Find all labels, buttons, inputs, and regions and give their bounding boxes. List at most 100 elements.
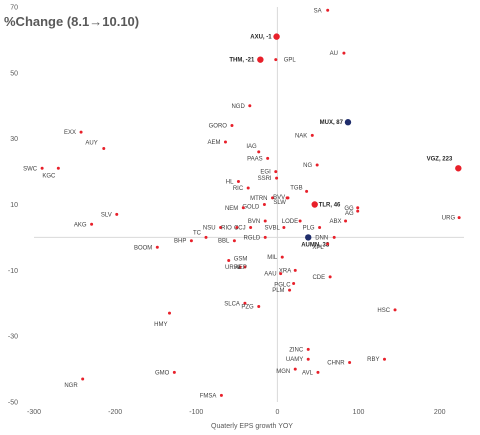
data-point [56, 166, 60, 170]
data-point [266, 156, 270, 160]
point-label: AXU, -1 [250, 35, 272, 41]
x-tick-label: -200 [108, 409, 122, 416]
point-label: TLR, 46 [319, 203, 341, 209]
point-label: MIL [267, 255, 278, 261]
data-point [243, 265, 247, 269]
data-point [332, 235, 336, 239]
point-label: FMSA [200, 393, 217, 399]
point-label: AUY [85, 141, 97, 147]
x-tick-label: 200 [434, 409, 446, 416]
data-point [318, 226, 322, 230]
data-point [311, 201, 318, 208]
point-label: SVBL [265, 226, 281, 232]
data-point [342, 51, 346, 55]
data-point [348, 361, 352, 364]
x-tick-label: 0 [275, 409, 279, 416]
data-points: SA AXU, -1 THM, -21 GPL AU NGD MUX, 87 GORO NAK E… [23, 8, 462, 399]
point-label: RGLD [244, 235, 261, 241]
point-label: RIC [233, 186, 244, 192]
data-point [286, 196, 290, 200]
data-point [262, 203, 266, 206]
data-point [271, 196, 275, 200]
point-label: AU [330, 51, 338, 57]
y-tick-label: -50 [8, 400, 18, 407]
point-label: NAK [295, 133, 307, 139]
point-label: URRE [225, 265, 242, 271]
point-label: ABX [330, 219, 342, 225]
point-label: SLW [273, 200, 286, 206]
point-label: NEM [225, 206, 238, 212]
point-label: ZINC [289, 347, 304, 353]
data-point [356, 206, 360, 210]
data-point [305, 234, 312, 241]
point-label: BBL [218, 239, 230, 245]
data-point [280, 255, 284, 259]
data-point [155, 245, 159, 249]
data-point [393, 308, 397, 312]
data-point [326, 8, 330, 12]
axis-ticks: 70 50 30 10 -10 -30 -50 -300 -200 -100 0 100 200 [8, 5, 446, 417]
point-label: GPL [284, 58, 297, 64]
point-label: CDE [312, 275, 325, 281]
point-label: XRA [279, 268, 291, 274]
data-point [257, 56, 264, 63]
point-label: PZG [241, 305, 254, 311]
data-point [102, 147, 106, 151]
x-tick-label: -100 [189, 409, 203, 416]
point-label: NSU [203, 226, 216, 232]
data-point [241, 206, 245, 210]
data-point [79, 130, 83, 134]
data-point [306, 347, 310, 351]
point-label: BHP [174, 239, 186, 245]
data-point [81, 377, 85, 381]
x-axis-label: Quaterly EPS growth YOY [211, 423, 293, 430]
point-label: GG [344, 206, 354, 212]
data-point [273, 33, 280, 40]
point-label: AVL [302, 370, 314, 376]
data-point [189, 239, 193, 243]
point-label: CCJ [234, 226, 246, 232]
x-tick-label: 100 [353, 409, 365, 416]
y-tick-label: 50 [10, 70, 18, 77]
data-point [238, 265, 242, 269]
data-point [316, 370, 320, 374]
point-label: AG [345, 211, 354, 217]
data-point [328, 275, 332, 279]
point-label: DNN [315, 235, 328, 241]
data-point [455, 165, 462, 172]
y-tick-label: 70 [10, 5, 18, 12]
y-tick-label: 30 [10, 136, 18, 143]
point-label: AKG [74, 222, 87, 228]
point-label: TC [193, 230, 202, 236]
point-label: NGD [231, 104, 245, 110]
data-point [257, 305, 261, 309]
data-point [235, 226, 239, 230]
point-label: KGC [42, 173, 56, 179]
x-tick-label: -300 [27, 409, 41, 416]
point-label: PAAS [247, 156, 263, 162]
point-label: AEM [207, 140, 220, 146]
point-label: THM, -21 [229, 58, 255, 64]
y-tick-label: 10 [10, 202, 18, 209]
data-point [263, 219, 267, 223]
y-tick-label: -10 [8, 268, 18, 275]
data-point [275, 176, 279, 180]
point-label: AAU [264, 272, 276, 278]
data-point [257, 150, 261, 154]
data-point [230, 124, 234, 127]
data-point [248, 104, 252, 108]
point-label: PLM [272, 288, 284, 294]
data-point [243, 301, 247, 305]
data-point [219, 226, 223, 230]
point-label: GOLD [242, 205, 260, 211]
point-label: AUMN, 38 [301, 242, 330, 248]
data-point [263, 235, 267, 239]
point-label: RBY [367, 357, 379, 363]
data-point [223, 140, 227, 144]
point-label: UAMY [286, 357, 303, 363]
data-point [293, 268, 297, 272]
data-point [288, 288, 292, 292]
point-label: MTRN [250, 196, 267, 202]
data-point [292, 282, 296, 285]
